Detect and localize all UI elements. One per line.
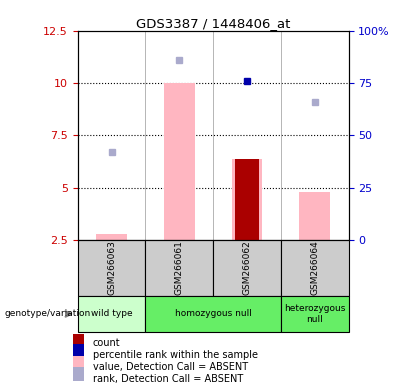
- Text: wild type: wild type: [91, 310, 132, 318]
- Text: GSM266064: GSM266064: [310, 240, 319, 295]
- Bar: [73, 367, 84, 381]
- Bar: [299, 192, 330, 240]
- Text: genotype/variation: genotype/variation: [4, 310, 90, 318]
- Bar: [232, 159, 262, 240]
- Bar: [73, 331, 84, 345]
- Bar: [235, 159, 259, 240]
- Bar: [96, 234, 127, 240]
- Text: homozygous null: homozygous null: [175, 310, 252, 318]
- Text: rank, Detection Call = ABSENT: rank, Detection Call = ABSENT: [92, 374, 243, 384]
- Text: GSM266061: GSM266061: [175, 240, 184, 295]
- Bar: [78, 296, 145, 332]
- Bar: [213, 240, 281, 296]
- Bar: [164, 83, 194, 240]
- Bar: [73, 356, 84, 369]
- Text: GSM266062: GSM266062: [242, 240, 252, 295]
- Text: percentile rank within the sample: percentile rank within the sample: [92, 350, 257, 360]
- Bar: [281, 296, 349, 332]
- Text: heterozygous
null: heterozygous null: [284, 304, 345, 324]
- Bar: [73, 344, 84, 358]
- Text: count: count: [92, 338, 120, 348]
- Text: GSM266063: GSM266063: [107, 240, 116, 295]
- Bar: [145, 296, 281, 332]
- Text: value, Detection Call = ABSENT: value, Detection Call = ABSENT: [92, 362, 248, 372]
- Bar: [78, 240, 145, 296]
- Bar: [281, 240, 349, 296]
- Bar: [145, 240, 213, 296]
- Title: GDS3387 / 1448406_at: GDS3387 / 1448406_at: [136, 17, 290, 30]
